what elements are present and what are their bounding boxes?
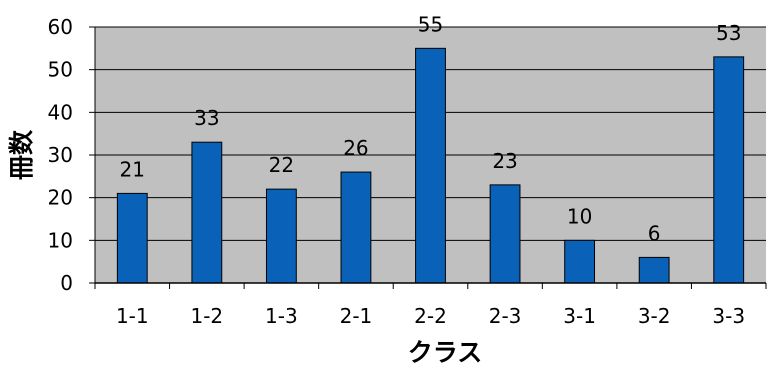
x-tick-label: 3-2 — [638, 304, 671, 328]
bar-2-1 — [340, 171, 372, 284]
y-tick-label: 40 — [48, 100, 73, 124]
y-tick-labels: 0 10 20 30 40 50 60 — [48, 15, 73, 295]
x-tick-label: 3-1 — [563, 304, 596, 328]
y-tick-label: 60 — [48, 15, 73, 39]
data-label: 22 — [269, 153, 294, 177]
data-label: 10 — [567, 204, 592, 228]
y-tick-label: 20 — [48, 186, 73, 210]
bar-3-1 — [564, 239, 596, 284]
bar-3-3 — [713, 56, 745, 284]
data-label: 26 — [343, 136, 368, 160]
bar-3-2 — [638, 256, 670, 284]
x-tick-label: 2-3 — [489, 304, 522, 328]
data-label: 53 — [716, 21, 741, 45]
y-tick-label: 50 — [48, 58, 73, 82]
data-label: 6 — [648, 221, 661, 245]
data-label: 33 — [194, 106, 219, 130]
bar-1-2 — [191, 141, 223, 284]
data-label: 21 — [120, 157, 145, 181]
x-tick-label: 2-2 — [414, 304, 447, 328]
data-label: 23 — [492, 149, 517, 173]
x-tick-label: 1-1 — [116, 304, 149, 328]
axes — [89, 26, 767, 289]
bars — [116, 47, 745, 284]
x-axis-title: クラス — [408, 338, 483, 367]
x-tick-labels: 1-1 1-2 1-3 2-1 2-2 2-3 3-1 3-2 3-3 — [116, 304, 745, 328]
y-tick-label: 0 — [60, 271, 73, 295]
bar-2-3 — [489, 184, 521, 284]
bar-1-1 — [116, 192, 148, 284]
bar-2-2 — [415, 47, 446, 284]
y-tick-label: 10 — [48, 228, 73, 252]
y-tick-label: 30 — [48, 143, 73, 167]
data-label: 55 — [418, 12, 443, 36]
x-tick-label: 1-2 — [190, 304, 223, 328]
bar-1-3 — [265, 188, 297, 284]
y-axis-title: 冊数 — [7, 129, 36, 180]
data-labels: 21 33 22 26 55 23 10 6 53 — [120, 12, 742, 245]
x-tick-label: 2-1 — [340, 304, 373, 328]
x-tick-label: 3-3 — [712, 304, 745, 328]
x-tick-label: 1-3 — [265, 304, 298, 328]
